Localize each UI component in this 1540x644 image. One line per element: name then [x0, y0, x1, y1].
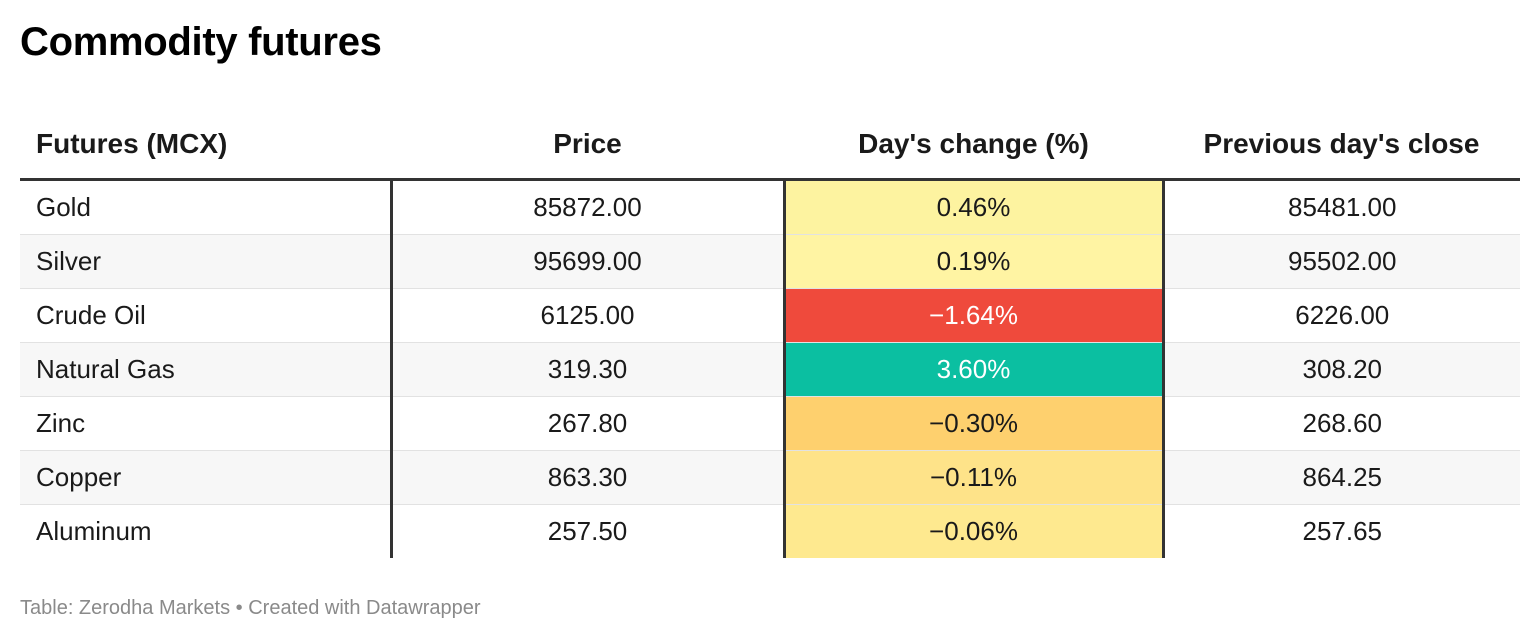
cell-futures: Silver [20, 234, 393, 289]
header-change[interactable]: Day's change (%) [784, 110, 1163, 181]
cell-prev-close: 308.20 [1163, 342, 1520, 397]
cell-futures: Copper [20, 450, 393, 505]
cell-change: 3.60% [784, 342, 1165, 397]
header-prev-close[interactable]: Previous day's close [1163, 110, 1520, 181]
header-price[interactable]: Price [391, 110, 784, 181]
table-row: Natural Gas 319.30 3.60% 308.20 [20, 342, 1520, 397]
cell-change: 0.46% [784, 179, 1165, 235]
cell-prev-close: 85481.00 [1163, 179, 1520, 235]
cell-futures: Aluminum [20, 504, 393, 558]
commodity-table: Futures (MCX) Price Day's change (%) Pre… [20, 110, 1520, 558]
table-row: Silver 95699.00 0.19% 95502.00 [20, 234, 1520, 289]
header-row: Futures (MCX) Price Day's change (%) Pre… [20, 110, 1520, 181]
cell-prev-close: 95502.00 [1163, 234, 1520, 289]
cell-price: 863.30 [391, 450, 786, 505]
cell-price: 267.80 [391, 396, 786, 451]
cell-prev-close: 6226.00 [1163, 288, 1520, 343]
cell-prev-close: 864.25 [1163, 450, 1520, 505]
cell-futures: Zinc [20, 396, 393, 451]
cell-price: 85872.00 [391, 179, 786, 235]
table-row: Copper 863.30 −0.11% 864.25 [20, 450, 1520, 505]
cell-prev-close: 268.60 [1163, 396, 1520, 451]
table-row: Aluminum 257.50 −0.06% 257.65 [20, 504, 1520, 558]
table-row: Crude Oil 6125.00 −1.64% 6226.00 [20, 288, 1520, 343]
cell-price: 319.30 [391, 342, 786, 397]
header-futures[interactable]: Futures (MCX) [20, 110, 391, 181]
source-note: Table: Zerodha Markets • Created with Da… [20, 597, 481, 619]
table-body: Gold 85872.00 0.46% 85481.00 Silver 95699.00 0… [20, 179, 1520, 558]
cell-futures: Gold [20, 179, 393, 235]
cell-change: −1.64% [784, 288, 1165, 343]
cell-prev-close: 257.65 [1302, 516, 1383, 546]
table-row: Gold 85872.00 0.46% 85481.00 [20, 179, 1520, 235]
chart-title: Commodity futures [20, 20, 382, 64]
cell-price: 6125.00 [391, 288, 786, 343]
cell-change: −0.30% [784, 396, 1165, 451]
cell-change: −0.06% [784, 504, 1165, 558]
table-row: Zinc 267.80 −0.30% 268.60 [20, 396, 1520, 451]
cell-futures: Natural Gas [20, 342, 393, 397]
cell-price: 257.50 [391, 504, 786, 558]
cell-futures: Crude Oil [20, 288, 393, 343]
cell-price: 95699.00 [391, 234, 786, 289]
cell-change: 0.19% [784, 234, 1165, 289]
cell-change: −0.11% [784, 450, 1165, 505]
